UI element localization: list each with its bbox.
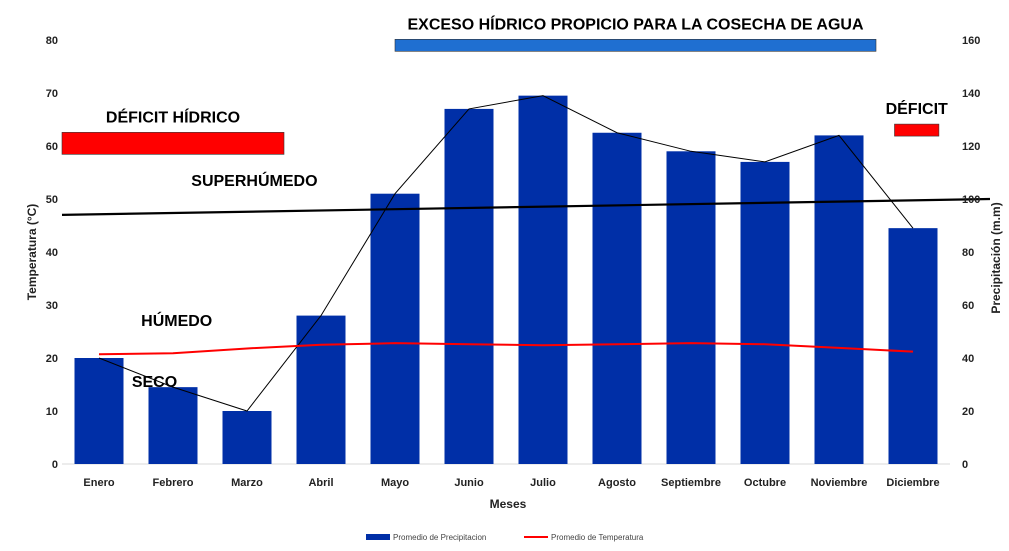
bar-enero	[74, 358, 124, 464]
y-left-tick-30: 30	[46, 300, 58, 312]
x-tick-febrero: Febrero	[153, 477, 194, 489]
range-label-1: DÉFICIT HÍDRICO	[106, 107, 240, 126]
precipitation-trace-line	[98, 95, 914, 412]
x-tick-agosto: Agosto	[598, 477, 636, 489]
legend: Promedio de Precipitacion Promedio de Te…	[366, 533, 644, 542]
bar-mayo	[370, 193, 420, 464]
y-right-tick-40: 40	[962, 353, 974, 365]
x-tick-mayo: Mayo	[381, 477, 409, 489]
bar-noviembre	[814, 135, 864, 464]
y-left-tick-0: 0	[52, 459, 58, 471]
x-tick-noviembre: Noviembre	[811, 477, 868, 489]
bar-septiembre	[666, 151, 716, 465]
y-left-tick-20: 20	[46, 353, 58, 365]
y-left-tick-10: 10	[46, 406, 58, 418]
bar-octubre	[740, 161, 790, 464]
legend-label-precipitation: Promedio de Precipitacion	[393, 533, 486, 542]
bar-febrero	[148, 387, 198, 464]
bar-junio	[444, 108, 494, 465]
x-tick-diciembre: Diciembre	[886, 477, 939, 489]
y-right-tick-20: 20	[962, 406, 974, 418]
y-right-tick-120: 120	[962, 141, 980, 153]
y-right-tick-60: 60	[962, 300, 974, 312]
x-tick-marzo: Marzo	[231, 477, 263, 489]
y-left-tick-80: 80	[46, 35, 58, 47]
range-bar-1	[61, 132, 285, 155]
x-tick-junio: Junio	[454, 477, 484, 489]
x-tick-octubre: Octubre	[744, 477, 786, 489]
bar-agosto	[592, 132, 642, 464]
y-right-tick-0: 0	[962, 459, 968, 471]
y-left-tick-70: 70	[46, 88, 58, 100]
range-label-0: EXCESO HÍDRICO PROPICIO PARA LA COSECHA …	[407, 14, 863, 33]
y-left-tick-50: 50	[46, 194, 58, 206]
range-bar-2	[894, 123, 940, 137]
reference-line	[61, 197, 991, 216]
y-right-tick-80: 80	[962, 247, 974, 259]
bar-abril	[296, 315, 346, 464]
zone-label-seco: SECO	[132, 374, 177, 391]
zone-label-húmedo: HÚMEDO	[141, 311, 212, 330]
y-axis-right-title: Precipitación (m.m)	[989, 202, 1003, 313]
range-bar-0	[394, 38, 877, 52]
range-label-2: DÉFICIT	[886, 99, 948, 118]
y-left-tick-40: 40	[46, 247, 58, 259]
temperature-line	[98, 342, 914, 356]
bar-diciembre	[888, 228, 938, 464]
x-tick-abril: Abril	[308, 477, 333, 489]
legend-label-temperature: Promedio de Temperatura	[551, 533, 644, 542]
x-tick-enero: Enero	[83, 477, 114, 489]
x-tick-julio: Julio	[530, 477, 556, 489]
y-left-tick-60: 60	[46, 141, 58, 153]
y-right-tick-140: 140	[962, 88, 980, 100]
bar-julio	[518, 95, 568, 465]
y-right-tick-160: 160	[962, 35, 980, 47]
zone-label-superhúmedo: SUPERHÚMEDO	[191, 171, 317, 190]
y-axis-left-title: Temperatura (°C)	[25, 204, 39, 301]
y-right-tick-100: 100	[962, 194, 980, 206]
legend-swatch-precipitation	[366, 534, 390, 540]
bar-marzo	[222, 411, 272, 464]
x-axis-title: Meses	[490, 497, 527, 511]
x-tick-septiembre: Septiembre	[661, 477, 721, 489]
